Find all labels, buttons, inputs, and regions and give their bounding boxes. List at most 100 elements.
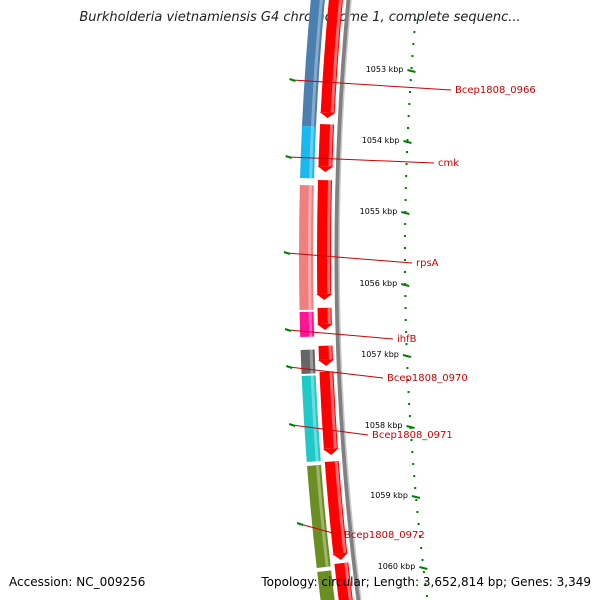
leader-line [289, 366, 384, 379]
cds-shade [327, 180, 332, 294]
ruler-dot [420, 547, 423, 549]
cds-shade [344, 562, 352, 600]
gene-tick [288, 423, 296, 427]
ruler-dot [404, 271, 407, 273]
tick-mark [407, 69, 416, 73]
gene-blocks [299, 0, 335, 600]
leader-line [286, 252, 413, 264]
tick-label-1057-kbp: 1057 kbp [361, 350, 399, 359]
gene-tick [283, 251, 291, 255]
ruler-dot [424, 583, 427, 585]
backbone [334, 0, 362, 600]
ruler-dot [416, 511, 419, 513]
ruler-dot [413, 31, 416, 33]
ruler-dot [407, 127, 410, 129]
ruler-dot [404, 223, 407, 225]
topology-text: Topology: circular; Length: 3,652,814 bp… [261, 575, 591, 589]
gene-block [307, 464, 331, 568]
cds-shade [330, 0, 342, 113]
ruler-dot [410, 67, 413, 69]
gene-tick [296, 522, 304, 526]
tick-label-1056-kbp: 1056 kbp [359, 279, 397, 288]
cds-shade [329, 371, 337, 449]
gene-block [300, 126, 316, 179]
ruler-dot [404, 295, 407, 297]
gene-block-shade [310, 0, 323, 127]
ruler-dot [421, 559, 424, 561]
gene-block-shade [308, 311, 313, 337]
gene-label-Bcep1808_0966: Bcep1808_0966 [455, 85, 536, 96]
cds-arrowhead [317, 165, 334, 172]
backbone-highlight [338, 0, 362, 600]
tick-mark [411, 495, 421, 499]
tick-label-1054-kbp: 1054 kbp [362, 136, 400, 145]
ruler-dot [406, 379, 409, 381]
ruler-dot [404, 259, 407, 261]
gene-block-shade [316, 465, 329, 567]
cds-shade [328, 124, 334, 167]
gene-block-shade [309, 349, 314, 374]
ruler-dot [407, 115, 410, 117]
gene-tick [285, 365, 293, 369]
leader-line [292, 79, 452, 91]
gene-label-cmk: cmk [438, 158, 459, 169]
ruler-dot [405, 331, 408, 333]
gene-tick [289, 78, 296, 82]
ruler-dot [409, 79, 412, 81]
gene-block [302, 0, 325, 127]
dotted-ruler [404, 19, 428, 597]
gene-block [301, 375, 321, 462]
gene-label-Bcep1808_0971: Bcep1808_0971 [372, 430, 453, 441]
leader-line [288, 156, 435, 164]
ruler-dot [417, 523, 420, 525]
leader-line [299, 523, 341, 536]
ruler-dot [404, 307, 407, 309]
ruler-dot [407, 391, 410, 393]
backbone-arc [334, 0, 362, 600]
ruler-dot [408, 415, 411, 417]
ruler-dot [418, 535, 421, 537]
cds-arrowhead [316, 323, 333, 330]
gene-block [317, 570, 335, 600]
ruler-dot [425, 595, 428, 597]
tick-label-1058-kbp: 1058 kbp [365, 421, 403, 430]
ruler-dot [415, 499, 418, 501]
tick-label-1059-kbp: 1059 kbp [370, 491, 408, 500]
ruler-dot [404, 187, 407, 189]
gene-block [299, 185, 314, 310]
gene-tick [284, 328, 292, 332]
tick-marks: 1053 kbp 1054 kbp 1055 kbp 1056 kbp 1057 kbp… [359, 65, 428, 571]
gene-tick [285, 155, 293, 159]
ruler-dot [408, 103, 411, 105]
ruler-dot [410, 439, 413, 441]
gene-block [299, 311, 315, 337]
gene-label-Bcep1808_0972: Bcep1808_0972 [344, 530, 425, 541]
ruler-dot [411, 55, 414, 57]
leader-line [292, 424, 369, 436]
gene-block-shade [310, 375, 319, 462]
gene-block-shade [309, 126, 314, 179]
ruler-dot [405, 175, 408, 177]
ruler-dot [412, 463, 415, 465]
gene-label-rpsA: rpsA [416, 258, 439, 269]
ruler-dot [414, 19, 417, 21]
ruler-dot [414, 487, 417, 489]
tick-label-1060-kbp: 1060 kbp [378, 562, 416, 571]
accession-text: Accession: NC_009256 [9, 575, 146, 589]
tick-mark [419, 566, 428, 570]
tick-mark [401, 211, 410, 215]
ruler-dot [408, 403, 411, 405]
ruler-dot [406, 139, 409, 141]
ruler-dot [405, 151, 408, 153]
cds-arrowhead [322, 447, 339, 455]
tick-mark [402, 354, 412, 358]
cds-shade [328, 345, 332, 360]
ruler-dot [405, 343, 408, 345]
ruler-dot [408, 91, 411, 93]
cds-arrowhead [316, 293, 333, 300]
map-title: Burkholderia vietnamiensis G4 chromosome… [79, 10, 521, 25]
ruler-dot [413, 475, 416, 477]
ruler-dot [404, 199, 407, 201]
